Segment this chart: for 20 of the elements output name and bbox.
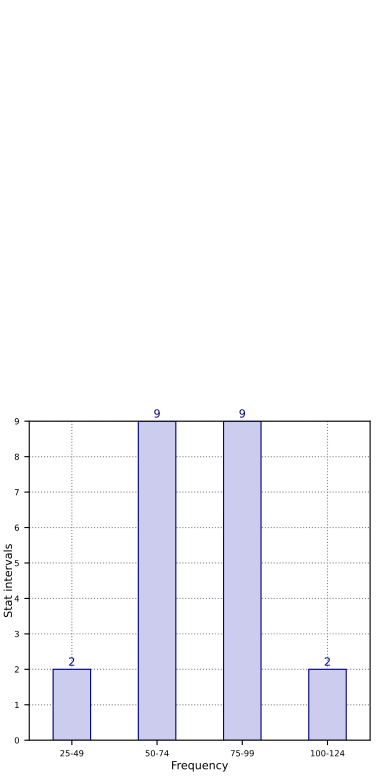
y-tick-label: 1	[15, 702, 19, 708]
x-tick-label: 25-49	[60, 750, 84, 756]
x-axis-title: Frequency	[172, 761, 228, 772]
data-label: 9	[239, 409, 246, 418]
y-tick-label: 0	[14, 737, 19, 744]
x-tick-label: 75-99	[230, 750, 254, 756]
data-label: 9	[154, 409, 160, 418]
y-tick-label: 3	[14, 630, 19, 638]
y-axis-title: Stat intervals	[3, 544, 12, 618]
data-label: 2	[324, 657, 330, 666]
y-tick-label: 9	[14, 418, 19, 424]
y-tick-label: 5	[14, 560, 19, 566]
y-tick-label: 6	[14, 524, 20, 531]
y-tick-label: 8	[14, 454, 19, 460]
x-tick-label: 100-124	[311, 750, 344, 756]
y-tick-label: 2	[14, 666, 19, 672]
x-tick-label: 50-74	[146, 750, 169, 756]
y-tick-label: 7	[14, 489, 19, 496]
y-tick-label: 4	[14, 596, 20, 602]
data-label: 2	[69, 657, 74, 666]
